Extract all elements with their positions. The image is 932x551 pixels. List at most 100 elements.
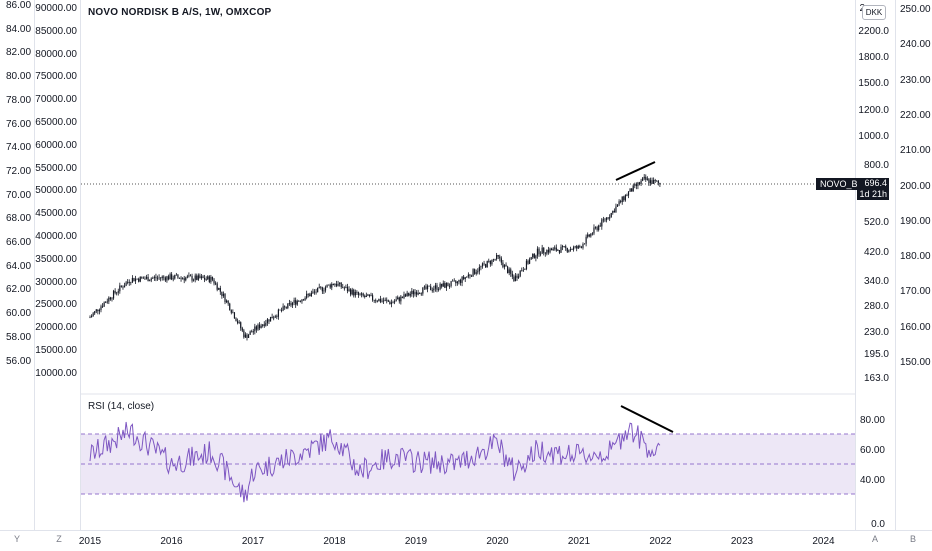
candle-body bbox=[259, 325, 260, 328]
candle-body bbox=[625, 195, 626, 200]
chart-plot[interactable] bbox=[81, 0, 855, 530]
candle-body bbox=[449, 286, 450, 287]
candle-body bbox=[102, 306, 103, 307]
candle-body bbox=[440, 284, 441, 289]
scale-tick-label: 25000.00 bbox=[35, 299, 77, 310]
candle-body bbox=[314, 292, 315, 293]
scale-tick-label: 82.00 bbox=[6, 47, 31, 58]
year-label: 2023 bbox=[731, 536, 753, 547]
candle-body bbox=[655, 180, 656, 181]
candle-body bbox=[206, 279, 207, 280]
candle-body bbox=[612, 211, 613, 213]
candle-body bbox=[154, 277, 155, 278]
candle-body bbox=[257, 325, 258, 330]
candle-body bbox=[91, 316, 92, 317]
candle-body bbox=[320, 287, 321, 288]
candle-body bbox=[598, 226, 599, 230]
candle-body bbox=[298, 301, 299, 302]
candle-body bbox=[416, 292, 417, 294]
candle-body bbox=[160, 277, 161, 278]
candle-body bbox=[165, 278, 166, 281]
candle-body bbox=[414, 292, 415, 294]
candle-body bbox=[502, 263, 503, 268]
candle-body bbox=[138, 279, 139, 282]
scale-tick-label: 1800.0 bbox=[858, 52, 889, 63]
candle-body bbox=[504, 265, 505, 267]
candle-body bbox=[524, 269, 525, 270]
candle-body bbox=[157, 278, 158, 279]
candle-body bbox=[460, 280, 461, 283]
candle-body bbox=[265, 323, 266, 326]
candle-body bbox=[411, 291, 412, 294]
scale-mode-button[interactable]: B bbox=[906, 534, 920, 546]
scale-tick-label: 80000.00 bbox=[35, 49, 77, 60]
candle-body bbox=[171, 274, 172, 279]
candle-body bbox=[143, 278, 144, 279]
last-price-box: 696.4 1d 21h bbox=[857, 178, 889, 200]
candle-body bbox=[372, 295, 373, 300]
candle-body bbox=[118, 291, 119, 292]
candle-body bbox=[498, 255, 499, 256]
candle-body bbox=[438, 289, 439, 290]
candle-body bbox=[400, 297, 401, 302]
scale-tick-label: 800.0 bbox=[864, 160, 889, 171]
rsi-tick-label: 40.00 bbox=[860, 475, 885, 486]
candle-body bbox=[104, 302, 105, 306]
scale-tick-label: 60.00 bbox=[6, 308, 31, 319]
candle-body bbox=[133, 278, 134, 281]
candle-body bbox=[559, 250, 560, 253]
candle-body bbox=[546, 250, 547, 254]
candle-body bbox=[614, 211, 615, 213]
candle-body bbox=[436, 285, 437, 289]
year-label: 2019 bbox=[405, 536, 427, 547]
candle-body bbox=[454, 281, 455, 282]
chart-title: NOVO NORDISK B A/S, 1W, OMXCOP bbox=[88, 7, 271, 18]
candle-body bbox=[304, 298, 305, 301]
candle-body bbox=[441, 284, 442, 287]
candle-body bbox=[303, 299, 304, 300]
candle-body bbox=[421, 293, 422, 294]
candle-body bbox=[587, 235, 588, 237]
candle-body bbox=[483, 263, 484, 264]
scale-tick-label: 50000.00 bbox=[35, 185, 77, 196]
scale-mode-button[interactable]: A bbox=[868, 534, 882, 546]
candle-body bbox=[129, 282, 130, 283]
candle-body bbox=[455, 281, 456, 283]
candle-body bbox=[516, 276, 517, 278]
candle-body bbox=[242, 328, 243, 330]
candle-body bbox=[215, 283, 216, 284]
currency-button[interactable]: DKK bbox=[862, 5, 886, 20]
year-label: 2024 bbox=[812, 536, 834, 547]
candle-body bbox=[361, 293, 362, 294]
candle-body bbox=[359, 295, 360, 296]
candle-body bbox=[281, 310, 282, 311]
candle-body bbox=[565, 246, 566, 248]
candle-body bbox=[425, 286, 426, 289]
year-label: 2016 bbox=[160, 536, 182, 547]
candle-body bbox=[485, 264, 486, 267]
candle-body bbox=[273, 318, 274, 319]
rsi-tick-label: 80.00 bbox=[860, 415, 885, 426]
candle-body bbox=[177, 275, 178, 278]
scale-tick-label: 210.00 bbox=[900, 145, 931, 156]
candle-body bbox=[466, 276, 467, 277]
candle-body bbox=[144, 279, 145, 280]
candle-body bbox=[380, 299, 381, 302]
candle-body bbox=[328, 285, 329, 286]
scale-mode-button[interactable]: Y bbox=[10, 534, 24, 546]
candle-body bbox=[601, 219, 602, 226]
candle-body bbox=[611, 213, 612, 217]
candle-body bbox=[279, 310, 280, 311]
scale-tick-label: 66.00 bbox=[6, 237, 31, 248]
candle-body bbox=[264, 324, 265, 325]
scale-mode-button[interactable]: Z bbox=[52, 534, 66, 546]
scale-tick-label: 45000.00 bbox=[35, 208, 77, 219]
candle-body bbox=[582, 244, 583, 248]
candle-body bbox=[402, 297, 403, 298]
rsi-indicator-label[interactable]: RSI (14, close) bbox=[88, 401, 154, 412]
